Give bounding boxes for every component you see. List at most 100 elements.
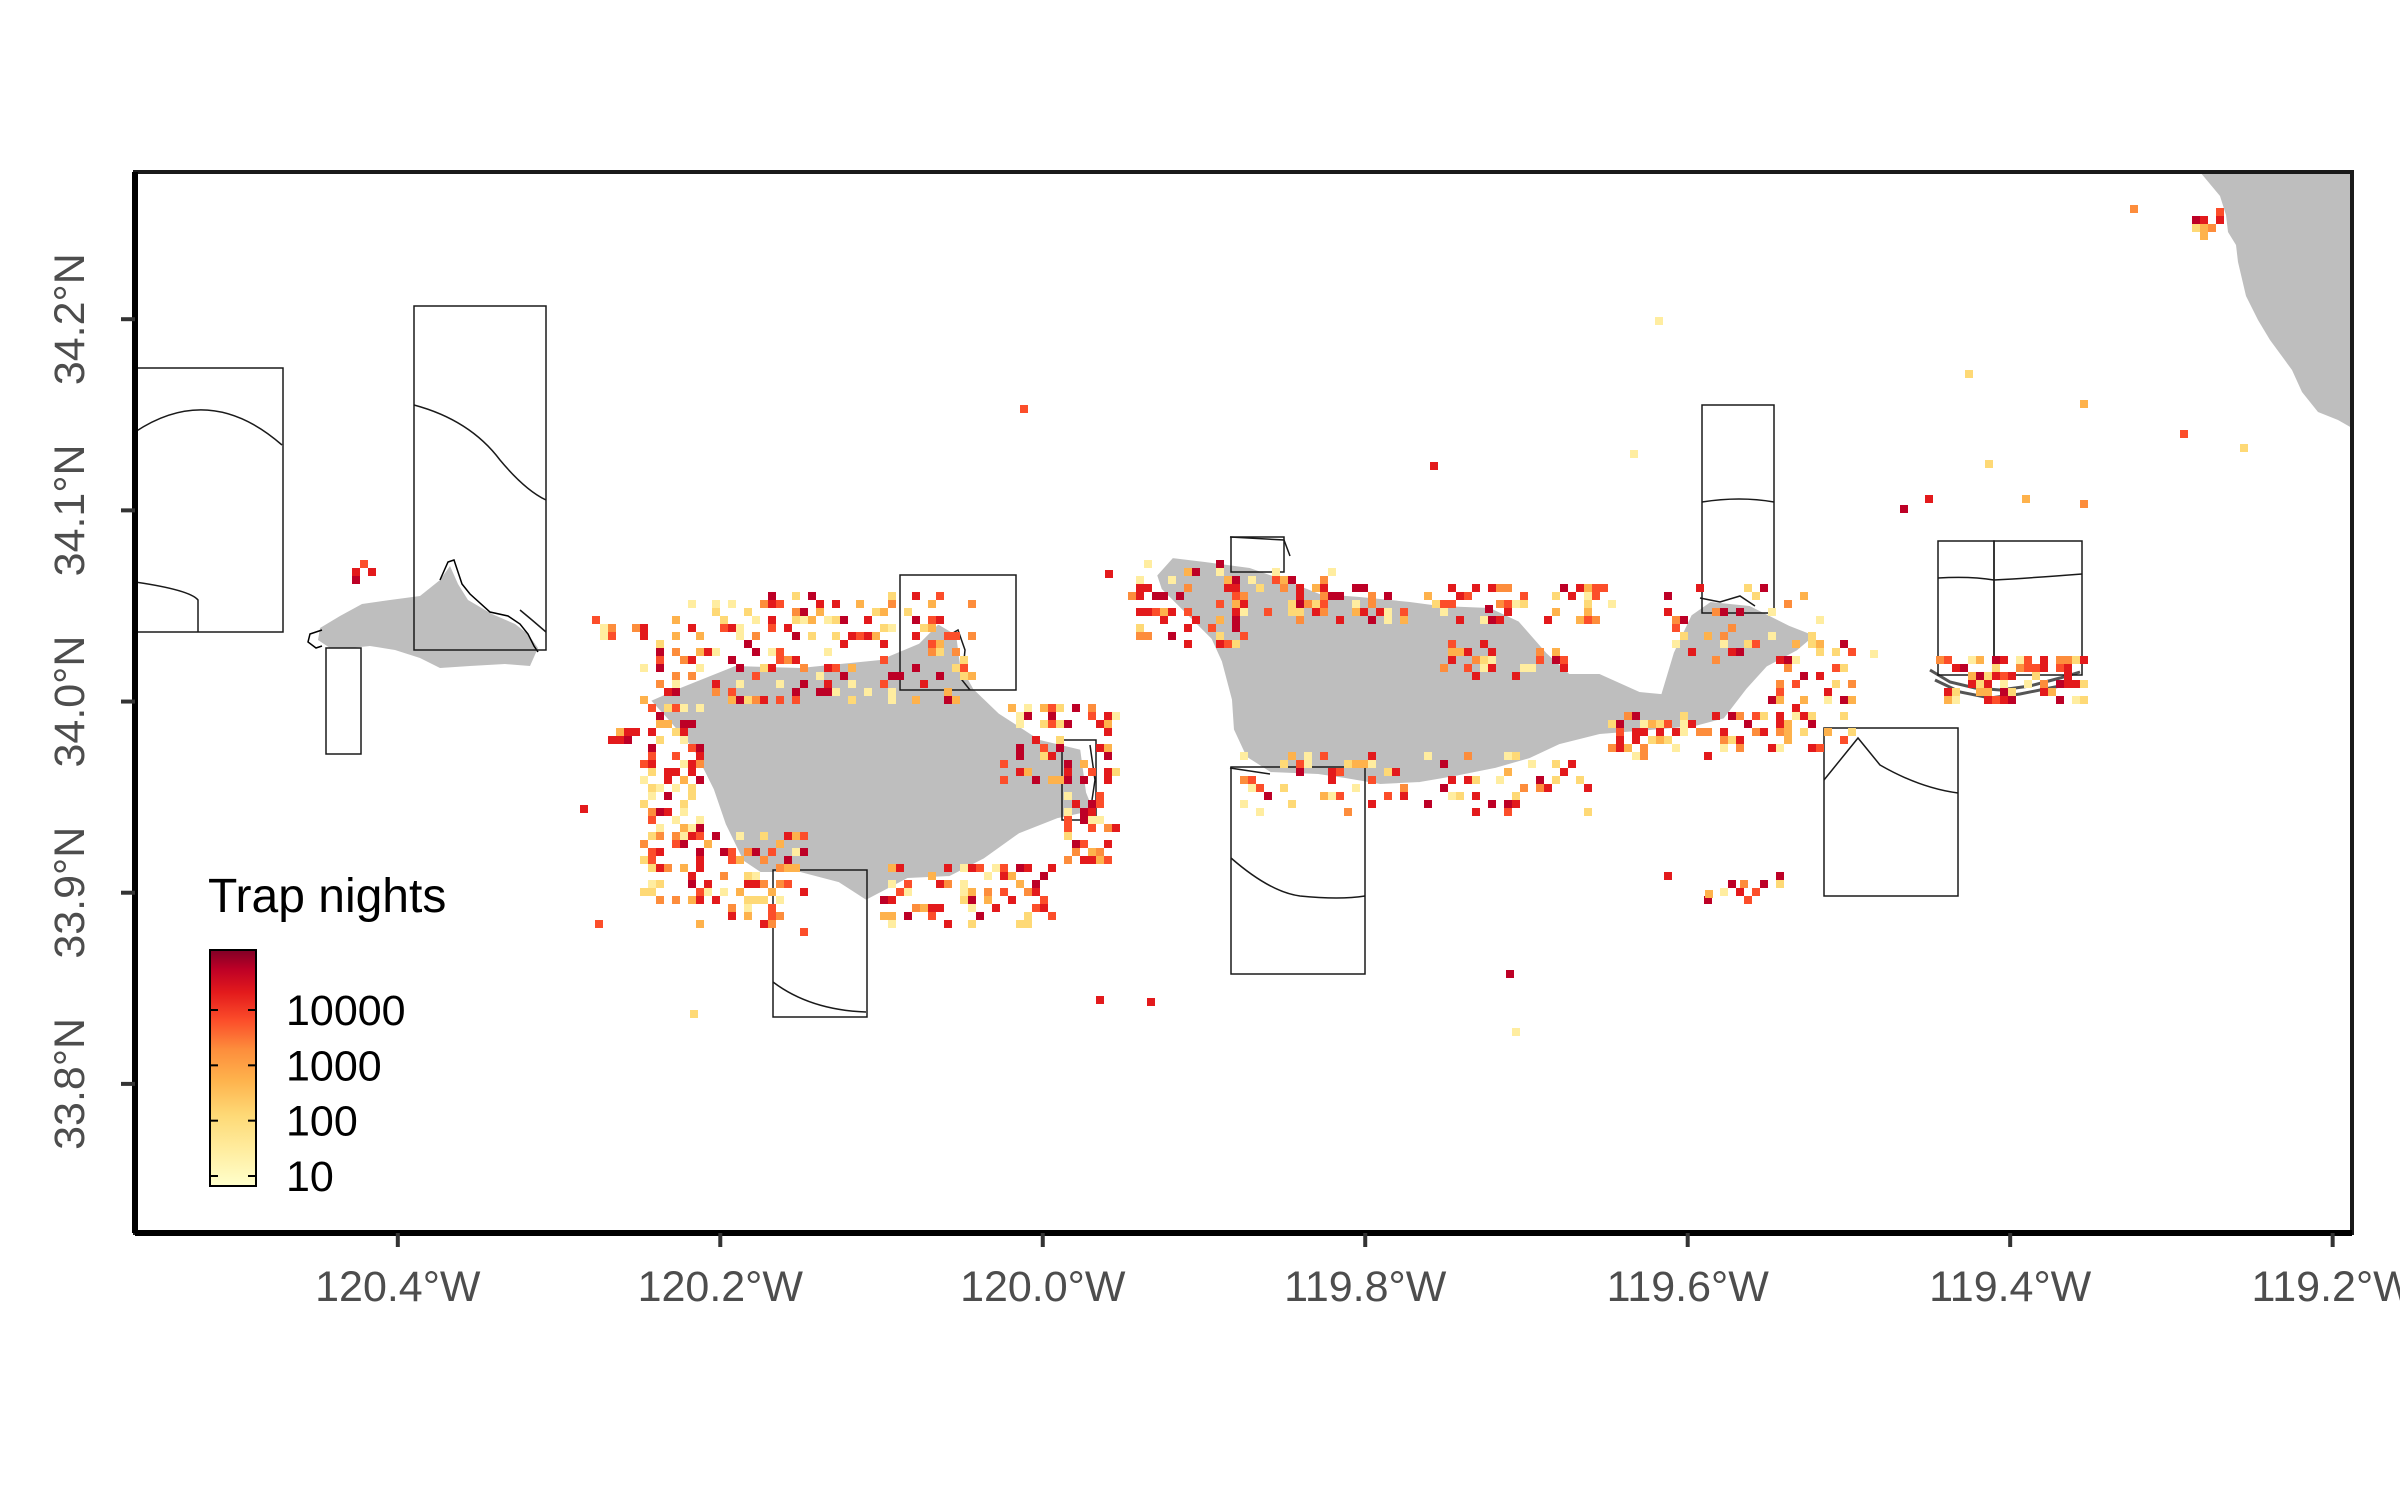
trap-night-cell xyxy=(1624,744,1632,752)
trap-night-cell xyxy=(2080,500,2088,508)
trap-night-cell xyxy=(752,896,760,904)
trap-night-cell xyxy=(1840,664,1848,672)
trap-night-cell xyxy=(1280,584,1288,592)
trap-night-cell xyxy=(1272,568,1280,576)
trap-night-cell xyxy=(1504,600,1512,608)
trap-night-cell xyxy=(1512,792,1520,800)
trap-night-cell xyxy=(1240,632,1248,640)
trap-night-cell xyxy=(1584,584,1592,592)
trap-night-cell xyxy=(1056,736,1064,744)
trap-night-cell xyxy=(640,760,648,768)
trap-night-cell xyxy=(2056,656,2064,664)
trap-night-cell xyxy=(1064,720,1072,728)
trap-night-cell xyxy=(1528,760,1536,768)
trap-night-cell xyxy=(1016,744,1024,752)
trap-night-cell xyxy=(696,920,704,928)
trap-night-cell xyxy=(1336,792,1344,800)
trap-night-cell xyxy=(592,616,600,624)
trap-night-cell xyxy=(1552,656,1560,664)
trap-night-cell xyxy=(752,848,760,856)
trap-night-cell xyxy=(768,912,776,920)
trap-night-cell xyxy=(1336,616,1344,624)
trap-night-cell xyxy=(1480,640,1488,648)
trap-night-cell xyxy=(1184,624,1192,632)
trap-night-cell xyxy=(1184,608,1192,616)
trap-night-cell xyxy=(1520,600,1528,608)
trap-night-cell xyxy=(1368,592,1376,600)
trap-night-cell xyxy=(752,872,760,880)
trap-night-cell xyxy=(1288,576,1296,584)
trap-night-cell xyxy=(1344,760,1352,768)
trap-night-cell xyxy=(1520,664,1528,672)
trap-night-cell xyxy=(1096,816,1104,824)
trap-night-cell xyxy=(736,832,744,840)
trap-night-cell xyxy=(1784,600,1792,608)
trap-night-cell xyxy=(1824,696,1832,704)
trap-night-cell xyxy=(2040,680,2048,688)
trap-night-cell xyxy=(1064,816,1072,824)
trap-night-cell xyxy=(1848,648,1856,656)
trap-night-cell xyxy=(624,728,632,736)
trap-night-cell xyxy=(1448,600,1456,608)
trap-night-cell xyxy=(1328,568,1336,576)
trap-night-cell xyxy=(1712,608,1720,616)
trap-night-cell xyxy=(1320,600,1328,608)
trap-night-cell xyxy=(944,880,952,888)
trap-night-cell xyxy=(1504,768,1512,776)
trap-night-cell xyxy=(720,872,728,880)
trap-night-cell xyxy=(736,888,744,896)
trap-night-cell xyxy=(696,864,704,872)
trap-night-cell xyxy=(992,904,1000,912)
santa-rosa-island xyxy=(644,619,1099,905)
trap-night-cell xyxy=(1032,904,1040,912)
trap-night-cell xyxy=(760,696,768,704)
trap-night-cell xyxy=(1480,656,1488,664)
trap-night-cell xyxy=(1440,784,1448,792)
trap-night-cell xyxy=(960,888,968,896)
trap-night-cell xyxy=(2016,656,2024,664)
trap-night-cell xyxy=(1680,616,1688,624)
trap-night-cell xyxy=(1616,720,1624,728)
trap-night-cell xyxy=(664,864,672,872)
trap-night-cell xyxy=(1232,608,1240,616)
trap-night-cell xyxy=(1576,584,1584,592)
trap-night-cell xyxy=(912,632,920,640)
trap-night-cell xyxy=(1800,592,1808,600)
trap-night-cell xyxy=(690,1010,698,1018)
trap-night-cell xyxy=(1640,728,1648,736)
trap-night-cell xyxy=(1016,920,1024,928)
trap-night-cell xyxy=(2130,205,2138,213)
trap-night-cell xyxy=(1704,632,1712,640)
trap-night-cell xyxy=(696,648,704,656)
trap-nights-cells xyxy=(352,205,2248,1036)
trap-night-cell xyxy=(656,848,664,856)
trap-night-cell xyxy=(1720,608,1728,616)
trap-night-cell xyxy=(2000,688,2008,696)
trap-night-cell xyxy=(1040,704,1048,712)
trap-night-cell xyxy=(728,904,736,912)
trap-night-cell xyxy=(1584,784,1592,792)
trap-night-cell xyxy=(760,600,768,608)
trap-night-cell xyxy=(824,688,832,696)
trap-night-cell xyxy=(904,608,912,616)
trap-night-cell xyxy=(672,832,680,840)
trap-night-cell xyxy=(648,760,656,768)
trap-night-cell xyxy=(1840,640,1848,648)
trap-night-cell xyxy=(1616,736,1624,744)
trap-night-cell xyxy=(640,632,648,640)
trap-night-cell xyxy=(1984,672,1992,680)
trap-night-cell xyxy=(2000,696,2008,704)
trap-night-cell xyxy=(2056,680,2064,688)
trap-night-cell xyxy=(888,592,896,600)
trap-night-cell xyxy=(800,664,808,672)
trap-night-cell xyxy=(1560,664,1568,672)
trap-night-cell xyxy=(1368,800,1376,808)
trap-night-cell xyxy=(616,728,624,736)
trap-night-cell xyxy=(1496,616,1504,624)
trap-night-cell xyxy=(1616,744,1624,752)
trap-night-cell xyxy=(1480,616,1488,624)
trap-night-cell xyxy=(1104,768,1112,776)
trap-night-cell xyxy=(944,696,952,704)
trap-night-cell xyxy=(1232,600,1240,608)
trap-night-cell xyxy=(912,616,920,624)
